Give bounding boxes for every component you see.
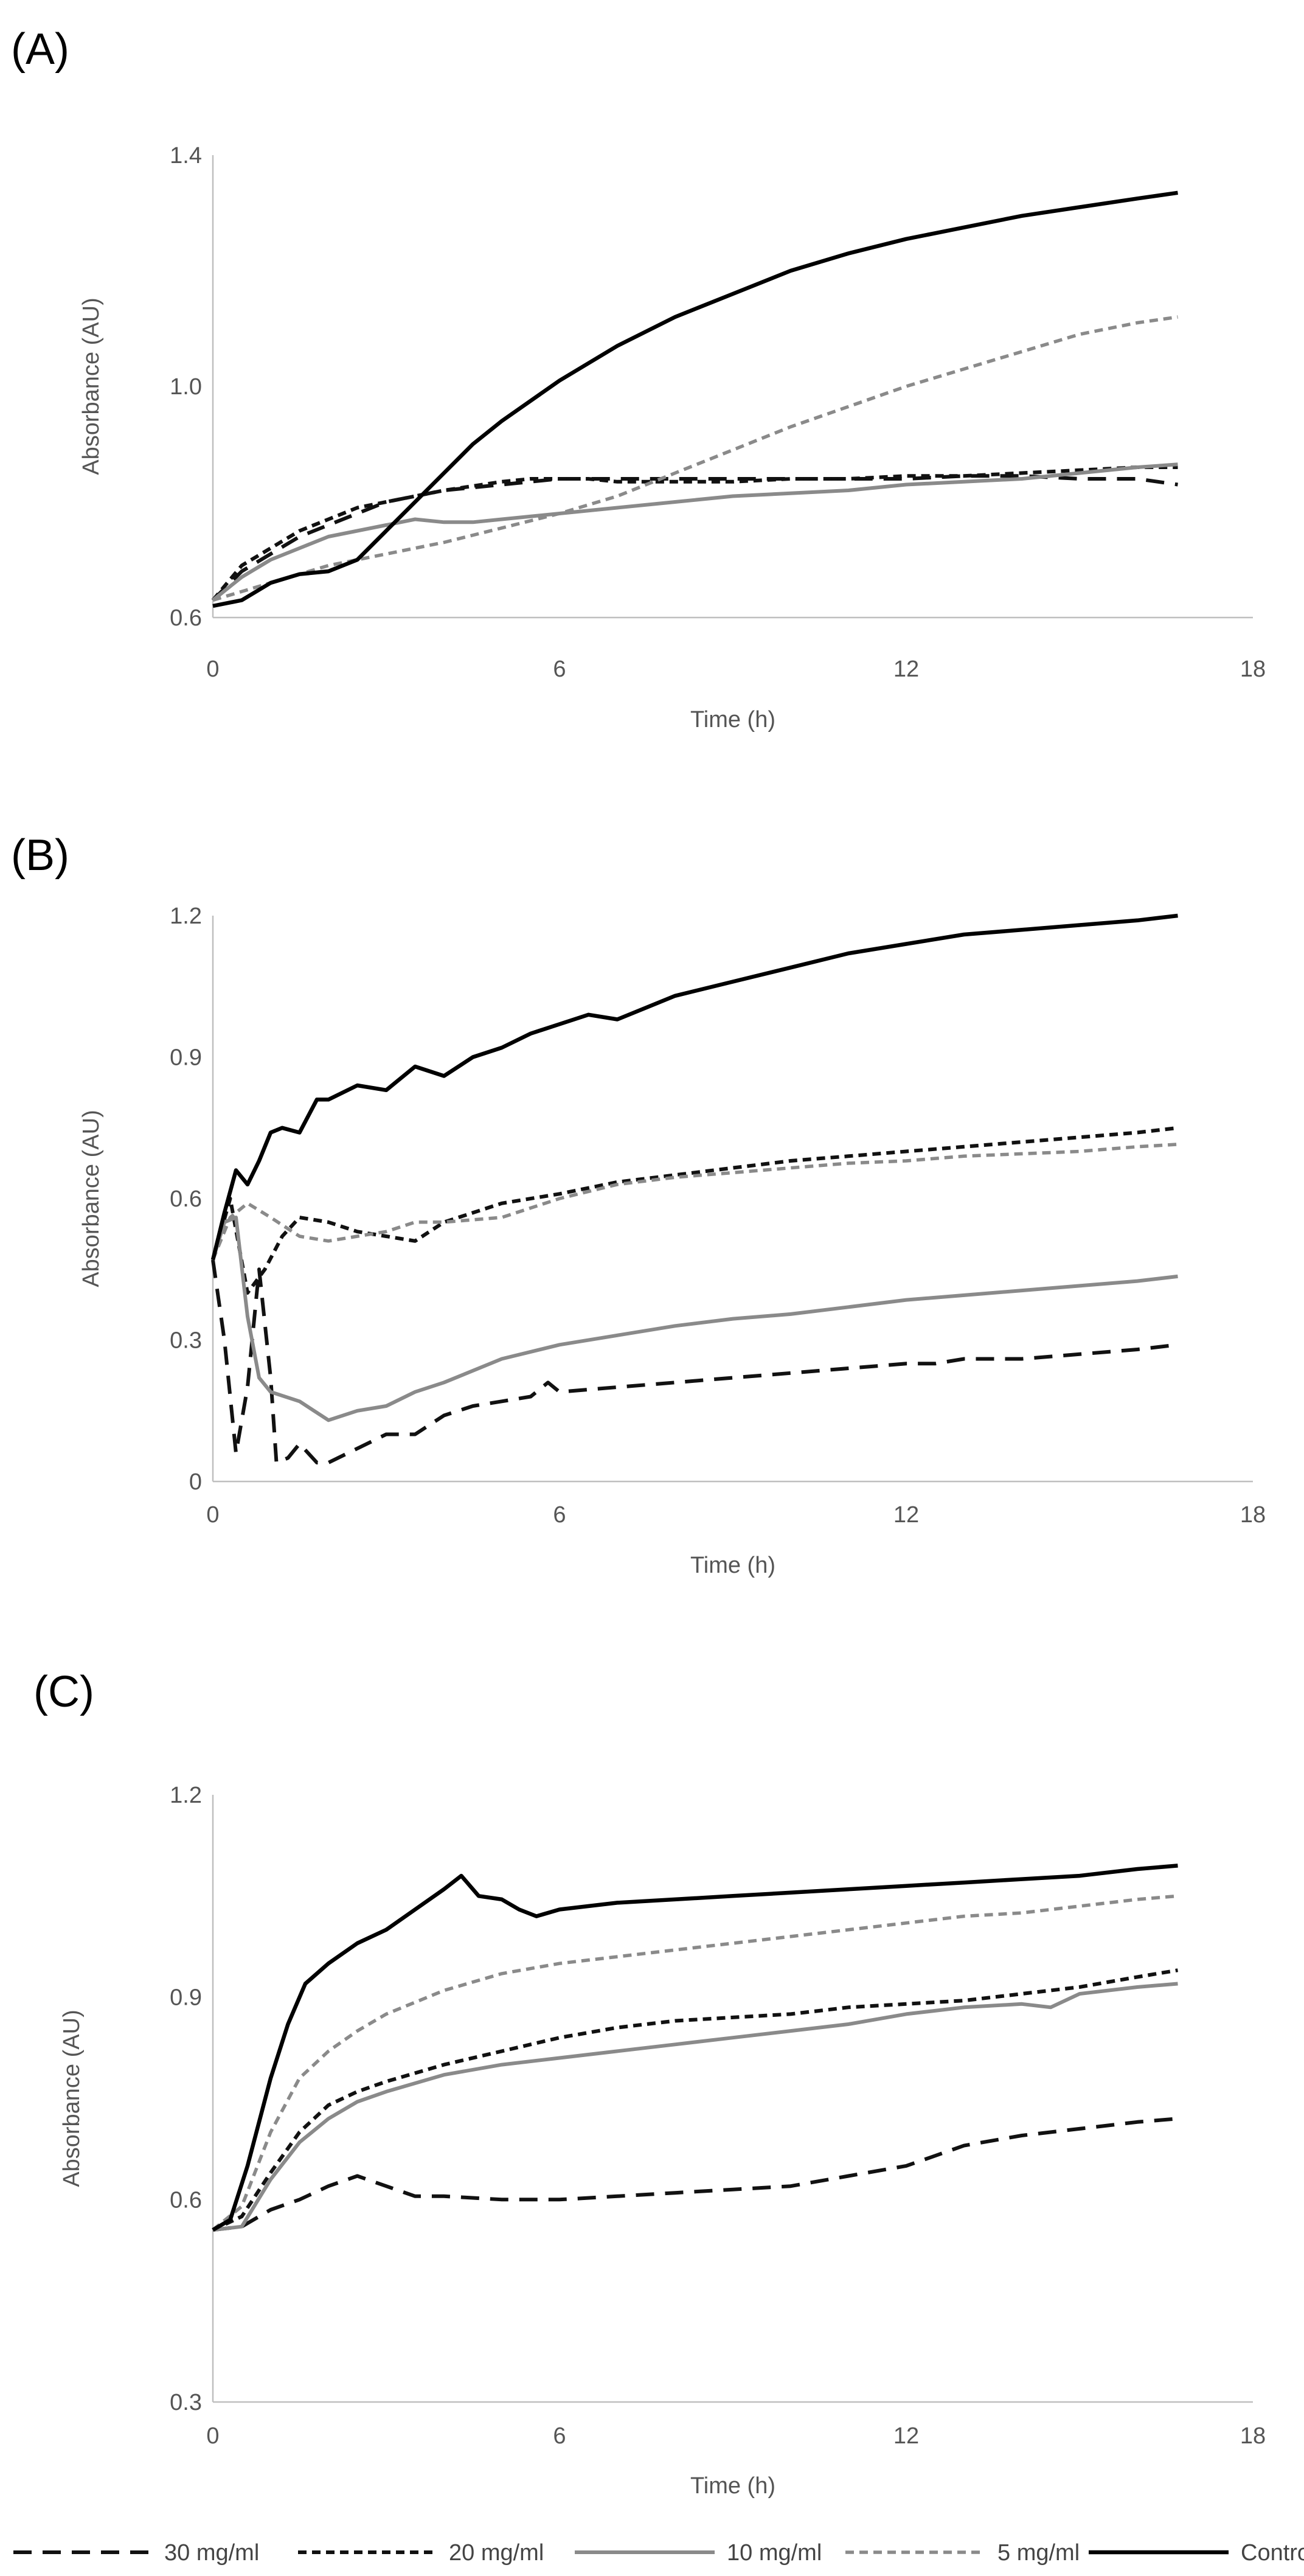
- x-tick-label: 6: [553, 1502, 566, 1528]
- panel-label: (C): [33, 1668, 94, 1716]
- series-line-control: [210, 913, 1178, 1261]
- series-line-10-mg-ml: [212, 462, 1178, 602]
- y-tick-label: 0.6: [170, 2187, 202, 2213]
- series-line-30-mg-ml: [211, 474, 1178, 602]
- series-line-30-mg-ml: [212, 2117, 1178, 2232]
- series-line-20-mg-ml: [212, 1968, 1178, 2232]
- legend-label: Control: [1241, 2540, 1304, 2566]
- x-tick-label: 12: [893, 1502, 919, 1528]
- panel-label: (A): [11, 25, 69, 74]
- x-tick-label: 0: [206, 2423, 219, 2449]
- y-tick-label: 0.3: [170, 2390, 202, 2415]
- x-tick-label: 12: [893, 656, 919, 682]
- series-line-20-mg-ml: [211, 465, 1178, 602]
- series-line-10-mg-ml: [211, 1216, 1178, 1422]
- legend-label: 30 mg/ml: [164, 2540, 259, 2566]
- y-tick-label: 1.4: [170, 143, 202, 169]
- x-tick-label: 12: [893, 2423, 919, 2449]
- y-tick-label: 1.2: [170, 1783, 202, 1808]
- chart-panel-1: (B) 0 0.3 0.6 0.9 1.2 0 6 12 18 Time (h) Absorbance…: [11, 831, 1266, 1578]
- y-tick-label: 1.0: [170, 374, 202, 400]
- series-line-control: [212, 190, 1178, 608]
- y-axis-title: Absorbance (AU): [78, 1110, 104, 1287]
- series-line-20-mg-ml: [211, 1126, 1178, 1295]
- y-tick-label: 0.6: [170, 605, 202, 631]
- series-line-10-mg-ml: [212, 1982, 1178, 2232]
- x-tick-label: 18: [1240, 1502, 1266, 1528]
- x-tick-label: 0: [206, 656, 219, 682]
- x-tick-label: 6: [553, 2423, 566, 2449]
- panel-label: (B): [11, 831, 69, 880]
- series-line-5-mg-ml: [212, 1894, 1178, 2232]
- x-axis-title: Time (h): [690, 1553, 775, 1578]
- legend-label: 10 mg/ml: [727, 2540, 822, 2566]
- x-tick-label: 18: [1240, 656, 1266, 682]
- series-line-control: [212, 1864, 1178, 2232]
- legend-label: 20 mg/ml: [449, 2540, 544, 2566]
- x-axis-title: Time (h): [690, 2473, 775, 2499]
- chart-panel-2: (C) 0.3 0.6 0.9 1.2 0 6 12 18 Time (h) Absorbance …: [33, 1668, 1266, 2499]
- chart-panel-0: (A) 0.6 1.0 1.4 0 6 12 18 Time (h) Absorbance (AU…: [11, 25, 1266, 733]
- legend: 30 mg/ml 20 mg/ml 10 mg/ml 5 mg/ml Control: [13, 2540, 1304, 2566]
- y-tick-label: 0.3: [170, 1328, 202, 1354]
- y-tick-label: 0.9: [170, 1045, 202, 1071]
- y-axis-title: Absorbance (AU): [78, 298, 104, 475]
- x-tick-label: 0: [206, 1502, 219, 1528]
- series-line-5-mg-ml: [211, 1143, 1178, 1261]
- series-line-5-mg-ml: [212, 315, 1178, 602]
- y-tick-label: 1.2: [170, 903, 202, 929]
- y-tick-label: 0.6: [170, 1186, 202, 1212]
- y-axis-title: Absorbance (AU): [59, 2010, 85, 2187]
- legend-label: 5 mg/ml: [997, 2540, 1080, 2566]
- x-tick-label: 18: [1240, 2423, 1266, 2449]
- x-axis-title: Time (h): [690, 707, 775, 733]
- x-tick-label: 6: [553, 656, 566, 682]
- y-tick-label: 0.9: [170, 1985, 202, 2011]
- y-tick-label: 0: [189, 1469, 202, 1495]
